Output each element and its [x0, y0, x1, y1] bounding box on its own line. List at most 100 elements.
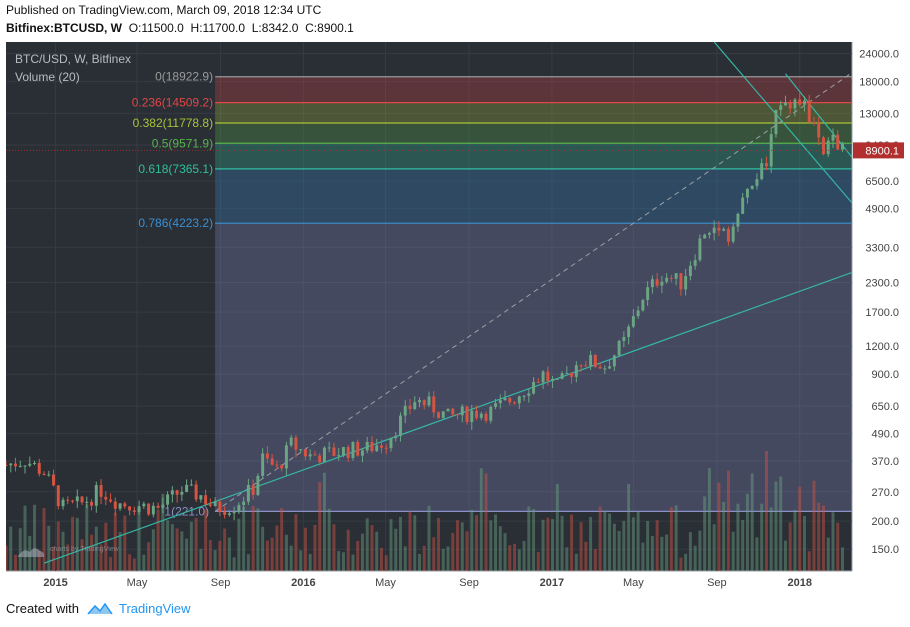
volume-bar — [394, 528, 398, 571]
candle-body — [755, 179, 759, 186]
volume-bar — [237, 518, 241, 571]
price-tick-label: 150.0 — [871, 544, 899, 556]
volume-bar — [684, 553, 688, 571]
time-tick-label: 2018 — [787, 577, 811, 589]
candle-body — [147, 503, 151, 515]
tradingview-link[interactable]: TradingView — [118, 601, 191, 616]
candle-body — [322, 447, 326, 463]
fib-zone — [215, 223, 852, 512]
candle-body — [508, 398, 512, 403]
time-axis[interactable] — [6, 571, 852, 592]
candle-body — [603, 368, 607, 370]
volume-bar — [265, 540, 269, 571]
volume-bar — [522, 540, 526, 571]
price-tick-label: 490.0 — [871, 429, 899, 441]
volume-bar — [318, 482, 322, 571]
volume-bar — [85, 504, 89, 571]
price-axis[interactable] — [852, 42, 905, 592]
trend-lines[interactable] — [43, 41, 853, 564]
candle-body — [128, 506, 132, 511]
price-tick-label: 13000.0 — [859, 108, 899, 120]
volume-bar — [608, 513, 612, 571]
candle-body — [360, 450, 364, 456]
price-tick-label: 4900.0 — [865, 204, 899, 216]
ohlc-open: O:11500.0 — [128, 21, 184, 35]
candle-body — [698, 238, 702, 261]
volume-bar — [655, 520, 659, 571]
volume-bar — [270, 537, 274, 571]
volume-bar — [370, 525, 374, 571]
watermark-cloud-icon — [18, 548, 45, 557]
volume-bar — [693, 545, 697, 571]
candle-body — [441, 411, 445, 419]
volume-bar — [788, 522, 792, 571]
candle-body — [61, 499, 65, 507]
volume-bar — [294, 514, 298, 571]
footer: Created with TradingView — [6, 601, 191, 616]
candle-body — [484, 413, 488, 421]
volume-bar — [498, 526, 502, 571]
volume-bar — [508, 545, 512, 571]
volume-bar — [223, 528, 227, 571]
candle-body — [227, 513, 231, 515]
candle-body — [451, 408, 455, 415]
volume-bar — [4, 545, 8, 571]
candle-body — [726, 228, 730, 242]
candle-body — [688, 265, 692, 277]
candle-body — [161, 504, 165, 508]
candle-body — [242, 501, 246, 506]
time-tick-label: Sep — [707, 577, 727, 589]
volume-bar — [327, 508, 331, 571]
fibonacci-retracement[interactable]: 0(18922.9) 0.236(14509.2) 0.382(11778.8) 0.… — [132, 70, 853, 519]
volume-bar — [194, 517, 198, 571]
candle-body — [627, 326, 631, 337]
candle-body — [722, 228, 726, 231]
volume-bar — [779, 476, 783, 571]
volume-bar — [37, 550, 41, 571]
volume-bar — [565, 547, 569, 571]
volume-bar — [513, 543, 517, 571]
volume-bar — [389, 519, 393, 571]
candle-body — [80, 496, 84, 503]
chart-area[interactable]: 0(18922.9) 0.236(14509.2) 0.382(11778.8) 0.… — [4, 41, 905, 592]
candle-body — [318, 455, 322, 463]
volume-bar — [199, 548, 203, 571]
volume-bar — [812, 480, 816, 571]
volume-bar — [494, 514, 498, 571]
volume-bar — [161, 493, 165, 571]
volume-bar — [213, 550, 217, 571]
volume-bar — [166, 520, 170, 571]
symbol-info: Bitfinex:BTCUSD, W O:11500.0 H:11700.0 L… — [6, 21, 354, 35]
volume-bar — [460, 522, 464, 571]
volume-bar — [261, 526, 265, 571]
price-chart[interactable]: 0(18922.9) 0.236(14509.2) 0.382(11778.8) 0.… — [4, 41, 905, 592]
volume-bar — [156, 509, 160, 571]
volume-bar — [80, 539, 84, 571]
candle-body — [365, 442, 369, 451]
volume-bar — [422, 545, 426, 571]
last-price-tag — [853, 142, 904, 159]
volume-bar — [123, 515, 127, 571]
volume-bar — [555, 483, 559, 571]
volume-bar — [484, 473, 488, 571]
price-tick-label: 370.0 — [871, 456, 899, 468]
fib-zone — [215, 168, 852, 224]
fib-level-label: 0.382(11778.8) — [133, 116, 214, 130]
volume-bar — [603, 510, 607, 571]
candle-body — [741, 197, 745, 214]
volume-bar — [71, 516, 75, 571]
candle-body — [71, 500, 75, 502]
ohlc-close: C:8900.1 — [305, 21, 354, 35]
candle-body — [94, 485, 98, 506]
volume-bar — [109, 556, 113, 571]
candle-body — [779, 105, 783, 110]
candle-body — [341, 447, 345, 456]
candle-body — [123, 503, 127, 507]
candle-body — [494, 403, 498, 407]
volume-bar — [432, 537, 436, 571]
candle-body — [437, 412, 440, 419]
candle-body — [289, 437, 293, 446]
candle-body — [574, 365, 578, 377]
fib-zone — [215, 123, 852, 144]
volume-bar — [18, 528, 22, 571]
